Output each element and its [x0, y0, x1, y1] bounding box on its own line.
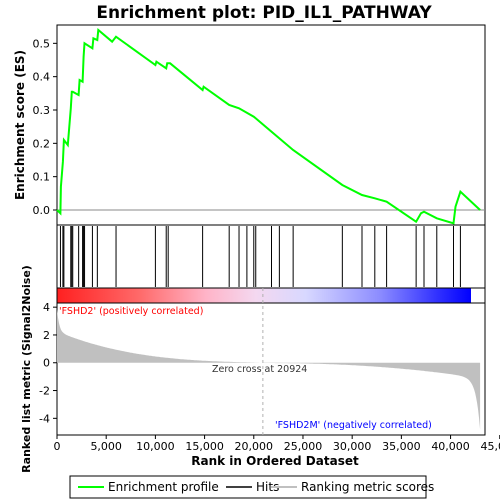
- x-axis-ticks: 0 5,000 10,000 15,000 20,000 25,000 30,000 35,0…: [54, 435, 500, 453]
- x-tick-label: 0: [54, 440, 61, 453]
- es-y-tick-label: 0.1: [33, 171, 51, 184]
- x-tick-label: 25,000: [284, 440, 323, 453]
- legend-hits-label: Hits: [256, 480, 279, 494]
- legend-enrichment-label: Enrichment profile: [108, 480, 219, 494]
- x-tick-label: 40,000: [431, 440, 470, 453]
- es-y-tick-label: 0.3: [33, 104, 51, 117]
- rank-y-axis-label: Ranked list metric (Signal2Noise): [20, 265, 33, 473]
- x-tick-label: 35,000: [382, 440, 421, 453]
- rank-y-ticks: -4 -2 0 2 4: [39, 301, 57, 425]
- legend-ranking-label: Ranking metric scores: [301, 480, 434, 494]
- rank-y-tick-label: 4: [43, 301, 50, 314]
- zero-cross-label: Zero cross at 20924: [212, 364, 307, 375]
- x-tick-label: 20,000: [235, 440, 274, 453]
- x-tick-label: 45,000: [481, 440, 500, 453]
- es-y-tick-label: 0.2: [33, 137, 51, 150]
- x-axis-label: Rank in Ordered Dataset: [191, 454, 359, 468]
- es-y-tick-label: 0.4: [33, 71, 51, 84]
- rank-y-tick-label: 0: [43, 357, 50, 370]
- es-y-tick-label: 0.5: [33, 37, 51, 50]
- es-y-ticks: 0.0 0.1 0.2 0.3 0.4 0.5: [33, 37, 57, 217]
- es-y-tick-label: 0.0: [33, 204, 51, 217]
- x-tick-label: 30,000: [333, 440, 372, 453]
- negative-correlation-label: 'FSHD2M' (negatively correlated): [275, 420, 432, 431]
- rank-y-tick-label: 2: [43, 329, 50, 342]
- x-tick-label: 15,000: [185, 440, 224, 453]
- x-tick-label: 5,000: [90, 440, 122, 453]
- es-panel-frame: [56, 24, 486, 226]
- x-tick-label: 10,000: [136, 440, 175, 453]
- hits-group: [59, 226, 461, 287]
- chart-title: Enrichment plot: PID_IL1_PATHWAY: [96, 3, 432, 23]
- es-y-axis-label: Enrichment score (ES): [13, 50, 27, 200]
- rank-y-tick-label: -4: [39, 412, 50, 425]
- enrichment-profile-line: [56, 28, 481, 225]
- rank-y-tick-label: -2: [39, 385, 50, 398]
- ranking-color-bar: [57, 288, 471, 303]
- positive-correlation-label: 'FSHD2' (positively correlated): [59, 306, 203, 317]
